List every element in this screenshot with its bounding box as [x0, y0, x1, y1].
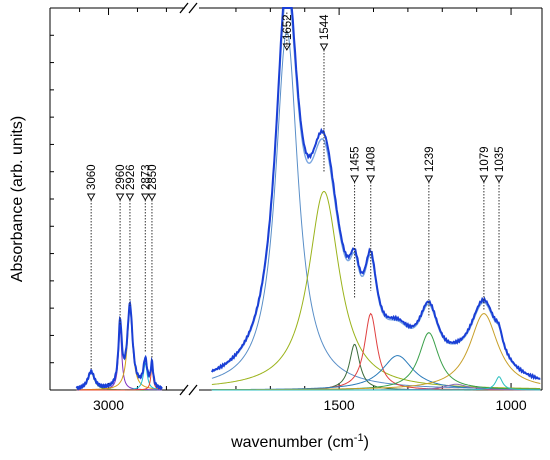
y-axis-label: Absorbance (arb. units)	[9, 116, 26, 282]
peak-marker-triangle	[479, 175, 489, 183]
fit-components-layer	[76, 30, 541, 391]
peak-label-1544: 1544	[319, 14, 331, 40]
peak-label-2926: 2926	[125, 164, 137, 190]
peak-marker-triangle	[86, 193, 96, 201]
axis-text-layer: 3000 1500 1000 Absorbance (arb. units) waven…	[9, 116, 527, 451]
x-tick-label: 1500	[324, 397, 355, 413]
peak-label-2850: 2850	[147, 164, 159, 190]
peak-marker-triangle	[424, 175, 434, 183]
axis-break-mark	[188, 2, 198, 14]
experimental-spectrum-right	[210, 7, 541, 381]
x-axis-label: wavenumber (cm-1)	[230, 432, 369, 451]
peak-label-1408: 1408	[366, 146, 378, 172]
fit-component-2850	[76, 366, 163, 391]
axis-break-mark	[188, 384, 198, 396]
x-tick-label: 3000	[93, 397, 124, 413]
experimental-spectrum-layer	[75, 7, 541, 391]
peak-marker-triangle	[494, 175, 504, 183]
x-tick-label: 1000	[495, 397, 526, 413]
peak-marker-triangle	[125, 193, 135, 201]
peak-marker-triangle	[319, 43, 329, 51]
peak-marker-triangle	[366, 175, 376, 183]
fit-component-1330	[211, 355, 541, 391]
peak-marker-triangle	[282, 43, 292, 51]
peak-marker-triangle	[350, 175, 359, 183]
fit-component-1079	[211, 313, 541, 391]
peak-label-1652: 1652	[282, 14, 294, 40]
peak-marker-triangle	[141, 193, 150, 201]
peak-label-2873: 2873	[140, 164, 152, 190]
peak-marker-triangle	[147, 193, 157, 201]
peak-label-3060: 3060	[86, 164, 98, 190]
peak-label-2960: 2960	[115, 164, 127, 190]
fit-component-1035	[211, 376, 541, 391]
axis-break-mark	[179, 2, 189, 14]
peak-label-1455: 1455	[350, 146, 362, 172]
peak-label-1035: 1035	[494, 146, 506, 172]
axis-break-mark	[179, 384, 189, 396]
peak-label-1079: 1079	[479, 146, 491, 172]
peak-label-1239: 1239	[424, 146, 436, 172]
fit-component-1652	[211, 30, 541, 390]
peak-marker-triangle	[115, 193, 125, 201]
experimental-spectrum-left	[75, 300, 163, 391]
